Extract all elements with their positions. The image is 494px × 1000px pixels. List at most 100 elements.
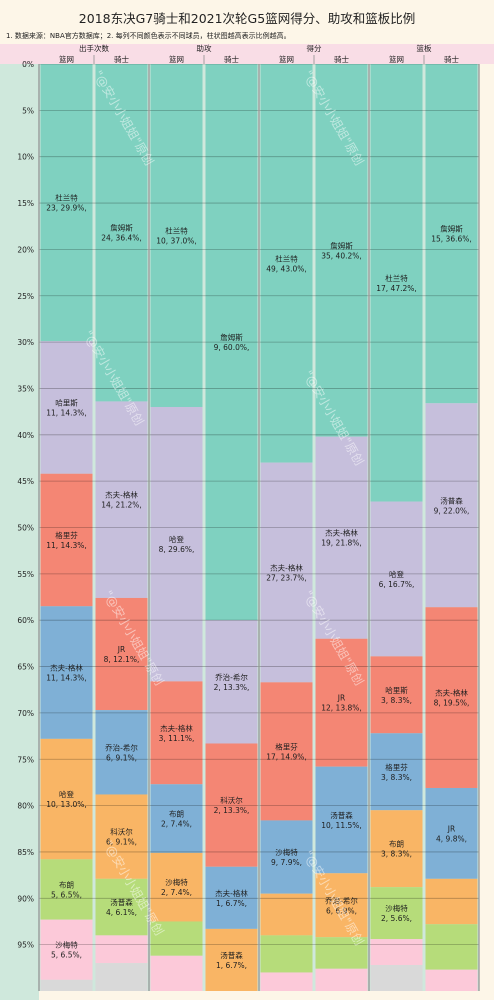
column-header: 骑士 — [334, 54, 349, 64]
bar-segment — [260, 820, 313, 894]
column-header: 篮网 — [389, 54, 404, 64]
column-header: 骑士 — [444, 54, 459, 64]
bar-segment — [370, 887, 423, 940]
segment-label: 杜兰特 17, 47.2%, — [376, 273, 417, 293]
bar-segment — [260, 682, 313, 821]
bar-segment — [150, 681, 203, 785]
segment-label: 科沃尔 6, 9.1%, — [106, 827, 137, 847]
bar-segment — [40, 738, 93, 860]
y-tick-label: 15% — [17, 199, 34, 208]
bar-segment — [40, 979, 93, 991]
y-axis: 0% 5% 10% 15% 20% 25% 30% 35% 40% 45% 50% 55% 60% 65%… — [17, 60, 34, 950]
bar-segment — [370, 656, 423, 734]
segment-label: 乔治-希尔 6, 9.1%, — [105, 742, 138, 762]
segment-label: 哈里斯 11, 14.3%, — [46, 397, 87, 417]
y-tick-label: 70% — [17, 709, 34, 718]
bar-segment — [425, 969, 478, 991]
segment-label: 詹姆斯 24, 36.4%, — [101, 223, 142, 243]
segment-label: 杰夫-格林 1, 6.7%, — [215, 888, 248, 908]
bar-segment — [95, 597, 148, 711]
segment-label: 汤普森 4, 6.1%, — [106, 897, 137, 917]
bar-segment — [260, 972, 313, 991]
segment-label: 格里芬 11, 14.3%, — [46, 530, 87, 550]
y-tick-label: 85% — [17, 848, 34, 857]
segment-label: 乔治-希尔 6, 6.9%, — [325, 895, 358, 915]
bar-segment — [260, 64, 313, 463]
bar-segment — [40, 473, 93, 607]
bar-segment — [370, 733, 423, 811]
bar-segment — [425, 64, 478, 404]
segment-labels: 杜兰特 23, 29.9%, 哈里斯 11, 14.3%, 格里芬 11, 14.3%, 杰… — [46, 193, 472, 970]
bar-segment — [370, 965, 423, 991]
bar-segment — [40, 919, 93, 980]
bar-segment — [425, 787, 478, 879]
bar-segment — [315, 968, 368, 991]
y-tick-label: 0% — [22, 60, 34, 69]
segment-label: 杜兰特 23, 29.9%, — [46, 193, 87, 213]
column-header: 篮网 — [169, 54, 184, 64]
segment-label: 詹姆斯 9, 60.0%, — [214, 332, 250, 352]
group-header: 篮板 — [417, 43, 432, 53]
segment-label: 沙梅特 5, 6.5%, — [51, 940, 82, 960]
segment-label: 哈登 10, 13.0%, — [46, 789, 87, 809]
y-tick-label: 45% — [17, 477, 34, 486]
y-tick-label: 55% — [17, 570, 34, 579]
segment-label: 杰夫-格林 19, 21.8%, — [321, 528, 362, 548]
bar-segment — [425, 924, 478, 970]
bar-segment — [40, 64, 93, 342]
bar-segment — [95, 64, 148, 402]
bar-segment — [425, 403, 478, 608]
column-header: 骑士 — [224, 54, 239, 64]
bar-segment — [370, 810, 423, 888]
segment-label: 布朗 2, 7.4%, — [161, 809, 192, 829]
group-header: 得分 — [307, 43, 322, 53]
segment-label: 汤普森 9, 22.0%, — [434, 495, 470, 515]
segment-label: 乔治-希尔 2, 13.3%, — [214, 672, 250, 692]
y-tick-label: 60% — [17, 616, 34, 625]
bar-segment — [260, 935, 313, 973]
bar-segment — [95, 710, 148, 795]
y-tick-label: 50% — [17, 524, 34, 533]
bar-segment — [315, 436, 368, 639]
bar-segment — [425, 607, 478, 788]
segment-label: 杰夫-格林 8, 19.5%, — [434, 688, 470, 708]
column-header: 篮网 — [59, 54, 74, 64]
bar-segment — [150, 64, 203, 407]
bar-segment — [425, 878, 478, 925]
segment-label: 詹姆斯 35, 40.2%, — [321, 240, 362, 260]
bar-segment — [150, 406, 203, 682]
group-header: 助攻 — [197, 43, 212, 53]
segment-label: 沙梅特 2, 5.6%, — [381, 903, 412, 923]
segment-label: JR 4, 9.8%, — [436, 824, 467, 843]
bar-segment — [315, 873, 368, 938]
segment-label: 杜兰特 49, 43.0%, — [266, 253, 307, 273]
bar-segment — [315, 638, 368, 767]
chart-title: 2018东决G7骑士和2021次轮G5篮网得分、助攻和篮板比例 — [79, 11, 415, 26]
bar-segment — [40, 341, 93, 474]
y-tick-label: 90% — [17, 894, 34, 903]
bar-segment — [205, 620, 258, 744]
bar-segment — [150, 784, 203, 853]
segment-label: 汤普森 1, 6.7%, — [216, 950, 247, 970]
bar-segment — [205, 64, 258, 621]
bar-segment — [315, 766, 368, 874]
bar-segment — [95, 878, 148, 936]
segment-label: 格里芬 3, 8.3%, — [381, 762, 412, 782]
bar-segment — [150, 955, 203, 991]
segment-label: 哈登 6, 16.7%, — [379, 569, 415, 589]
bar-segment — [95, 794, 148, 879]
segment-label: 詹姆斯 15, 36.6%, — [431, 224, 472, 244]
bar-segment — [315, 937, 368, 969]
y-tick-label: 30% — [17, 338, 34, 347]
segment-label: 杰夫-格林 3, 11.1%, — [159, 723, 195, 743]
y-tick-label: 80% — [17, 802, 34, 811]
bar-segment — [205, 928, 258, 991]
segment-label: 沙梅特 2, 7.4%, — [161, 877, 192, 897]
bar-segment — [260, 893, 313, 936]
bar-segment — [95, 401, 148, 598]
segment-label: 布朗 5, 6.5%, — [51, 879, 82, 899]
bar-segment — [95, 935, 148, 964]
y-tick-label: 20% — [17, 245, 34, 254]
